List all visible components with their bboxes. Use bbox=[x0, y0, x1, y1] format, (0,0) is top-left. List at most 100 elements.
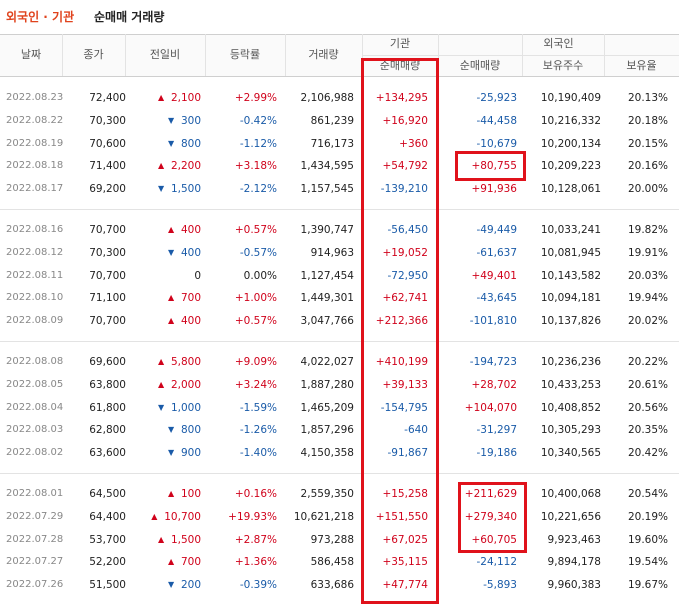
volume: 1,434,595 bbox=[300, 160, 354, 173]
highlight-box bbox=[458, 482, 527, 553]
change: 1,000 bbox=[170, 401, 201, 414]
date: 2022.08.12 bbox=[6, 246, 64, 258]
inst-net: +54,792 bbox=[382, 160, 428, 173]
inst-net: +19,052 bbox=[382, 246, 428, 259]
close: 69,200 bbox=[89, 183, 126, 195]
date: 2022.08.11 bbox=[6, 269, 64, 281]
ratio: 20.35% bbox=[627, 424, 668, 437]
inst-net: +47,774 bbox=[382, 579, 428, 591]
rule bbox=[62, 34, 63, 76]
change-arrow: ▲ bbox=[157, 161, 165, 171]
close: 71,100 bbox=[89, 292, 126, 305]
change-arrow: ▲ bbox=[157, 357, 165, 366]
title-highlight: 외국인 · 기관 bbox=[6, 10, 75, 24]
rule bbox=[0, 473, 679, 474]
volume: 1,157,545 bbox=[300, 183, 354, 195]
column-header: 전일비 bbox=[149, 48, 181, 61]
foreign-net: -10,679 bbox=[476, 137, 517, 150]
rate: +3.18% bbox=[234, 160, 277, 173]
rate: +3.24% bbox=[234, 378, 277, 391]
date: 2022.08.19 bbox=[6, 137, 64, 149]
change-arrow: ▲ bbox=[167, 316, 175, 325]
holdings: 10,216,332 bbox=[540, 114, 601, 127]
date: 2022.08.18 bbox=[6, 160, 64, 172]
volume: 2,106,988 bbox=[300, 92, 354, 104]
ratio: 19.91% bbox=[627, 246, 668, 259]
volume: 1,887,280 bbox=[300, 378, 354, 391]
change-arrow: ▲ bbox=[167, 557, 175, 567]
foreign-net: +104,070 bbox=[464, 401, 517, 414]
volume: 633,686 bbox=[310, 579, 354, 591]
change-arrow: ▲ bbox=[151, 511, 158, 521]
ratio: 20.02% bbox=[627, 315, 668, 327]
change-arrow: ▼ bbox=[167, 580, 175, 589]
ratio: 19.94% bbox=[627, 292, 668, 305]
close: 52,200 bbox=[89, 556, 126, 569]
ratio: 20.56% bbox=[627, 401, 668, 414]
change: 400 bbox=[180, 315, 201, 327]
inst-net: -56,450 bbox=[387, 224, 428, 236]
rule bbox=[0, 209, 679, 210]
date: 2022.08.17 bbox=[6, 183, 64, 194]
holdings: 10,128,061 bbox=[540, 183, 601, 195]
inst-net: +15,258 bbox=[382, 488, 428, 500]
change-arrow: ▼ bbox=[157, 402, 165, 412]
foreign-net: -25,923 bbox=[476, 92, 517, 104]
column-header: 등락률 bbox=[229, 48, 261, 61]
ratio: 20.54% bbox=[627, 488, 668, 500]
change: 2,200 bbox=[170, 160, 201, 173]
foreign-net: +80,755 bbox=[471, 160, 517, 173]
rate: +2.99% bbox=[234, 92, 277, 104]
change-arrow: ▲ bbox=[167, 225, 175, 234]
change: 0 bbox=[194, 269, 201, 282]
change-arrow: ▼ bbox=[167, 115, 175, 125]
rate: 0.00% bbox=[243, 269, 277, 282]
foreign-net: -5,893 bbox=[483, 579, 517, 591]
foreign-net: -31,297 bbox=[476, 424, 517, 437]
inst-net: +16,920 bbox=[382, 114, 428, 127]
holdings: 10,209,223 bbox=[540, 160, 601, 173]
change: 700 bbox=[180, 292, 201, 305]
date: 2022.08.10 bbox=[6, 292, 64, 304]
rule bbox=[522, 34, 523, 76]
volume: 10,621,218 bbox=[293, 510, 354, 523]
group-header: 기관 bbox=[389, 37, 411, 50]
rate: +1.00% bbox=[234, 292, 277, 305]
volume: 586,458 bbox=[310, 556, 354, 569]
change-arrow: ▲ bbox=[167, 489, 175, 498]
foreign-net: +279,340 bbox=[464, 510, 517, 523]
inst-net: +67,025 bbox=[382, 533, 428, 546]
holdings: 10,200,134 bbox=[540, 137, 601, 150]
change-arrow: ▲ bbox=[167, 293, 175, 303]
change: 400 bbox=[180, 224, 201, 236]
close: 64,500 bbox=[89, 488, 126, 500]
volume: 861,239 bbox=[310, 114, 354, 127]
sub-header: 순매매량 bbox=[459, 59, 501, 72]
volume: 3,047,766 bbox=[300, 315, 354, 327]
change: 2,000 bbox=[170, 378, 201, 391]
rate: +0.16% bbox=[234, 488, 277, 500]
inst-net: -139,210 bbox=[380, 183, 428, 195]
close: 70,700 bbox=[89, 269, 126, 282]
foreign-net: -194,723 bbox=[469, 356, 517, 368]
rate: -0.42% bbox=[239, 114, 277, 127]
rule bbox=[362, 55, 679, 56]
volume: 4,022,027 bbox=[300, 356, 354, 368]
column-header: 날짜 bbox=[20, 48, 42, 61]
rate: -1.12% bbox=[239, 137, 277, 150]
close: 51,500 bbox=[89, 579, 126, 591]
change: 800 bbox=[180, 424, 201, 437]
rule bbox=[604, 34, 605, 76]
rate: -1.26% bbox=[239, 424, 277, 437]
change-arrow: ▲ bbox=[157, 93, 165, 102]
inst-net: -640 bbox=[404, 424, 428, 437]
inst-net: +151,550 bbox=[375, 510, 428, 523]
ratio: 19.82% bbox=[627, 224, 668, 236]
holdings: 9,960,383 bbox=[547, 579, 601, 591]
holdings: 10,340,565 bbox=[540, 447, 601, 459]
rate: +0.57% bbox=[234, 315, 277, 327]
date: 2022.07.27 bbox=[6, 556, 64, 568]
close: 61,800 bbox=[89, 401, 126, 414]
change-arrow: ▼ bbox=[167, 138, 175, 148]
